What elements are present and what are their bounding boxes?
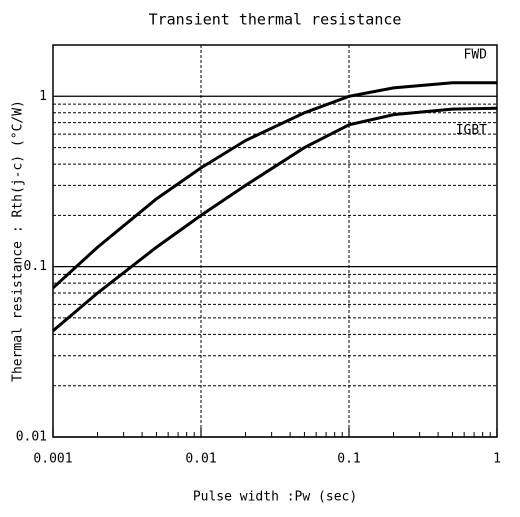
series-line bbox=[52, 106, 498, 332]
x-tick-label: 0.01 bbox=[185, 452, 216, 467]
y-tick-label: 1 bbox=[39, 89, 47, 104]
y-axis-label: Thermal resistance : Rth(j-c) (°C/W) bbox=[11, 100, 26, 382]
x-tick-label: 1 bbox=[493, 452, 501, 467]
y-tick-label: 0.1 bbox=[24, 259, 47, 274]
series-label: FWD bbox=[464, 47, 488, 62]
plot-frame bbox=[52, 44, 498, 438]
x-tick-label: 0.001 bbox=[33, 452, 72, 467]
chart-title: Transient thermal resistance bbox=[149, 11, 402, 29]
series-label: IGBT bbox=[456, 123, 487, 138]
x-axis-label: Pulse width :Pw (sec) bbox=[193, 490, 357, 505]
series-line bbox=[51, 81, 497, 290]
x-tick-label: 0.1 bbox=[337, 452, 360, 467]
y-tick-label: 0.01 bbox=[16, 430, 47, 445]
